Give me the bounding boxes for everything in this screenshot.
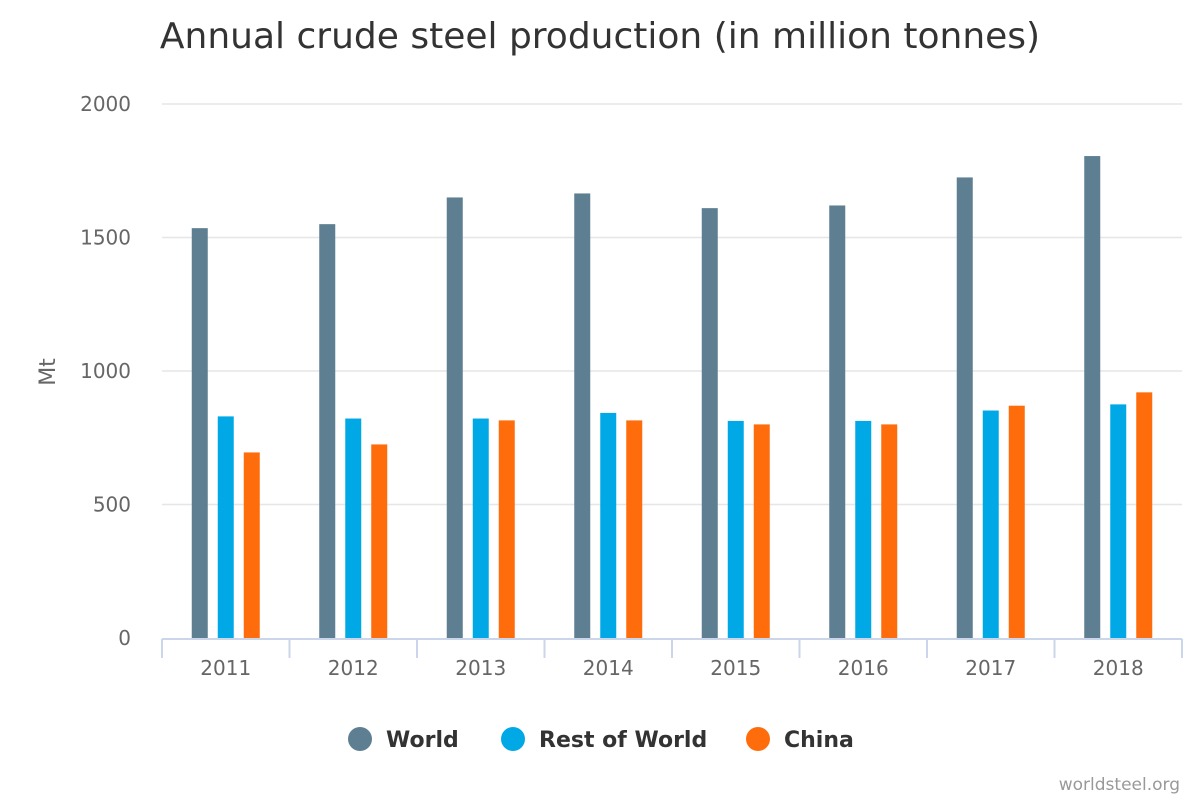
bar-world-2011[interactable] xyxy=(191,228,208,638)
bar-china-2017[interactable] xyxy=(1008,405,1025,638)
y-tick-label: 1000 xyxy=(80,359,131,383)
bar-china-2011[interactable] xyxy=(243,452,260,638)
bar-rest-of-world-2017[interactable] xyxy=(982,410,999,638)
legend-label: China xyxy=(784,728,854,753)
y-axis-label: Mt xyxy=(36,358,61,386)
bar-rest-of-world-2018[interactable] xyxy=(1110,404,1127,638)
bar-china-2013[interactable] xyxy=(498,420,515,638)
bar-rest-of-world-2014[interactable] xyxy=(600,412,617,638)
bar-world-2017[interactable] xyxy=(956,177,973,639)
bar-rest-of-world-2012[interactable] xyxy=(345,418,362,638)
y-tick-label: 1500 xyxy=(80,226,131,250)
legend-item-china[interactable]: China xyxy=(746,727,854,753)
bar-rest-of-world-2011[interactable] xyxy=(217,416,234,638)
bar-china-2016[interactable] xyxy=(881,424,898,638)
x-tick-label: 2012 xyxy=(328,656,379,680)
bar-world-2015[interactable] xyxy=(701,208,718,638)
x-tick-label: 2013 xyxy=(455,656,506,680)
bar-rest-of-world-2013[interactable] xyxy=(472,418,489,638)
y-tick-label: 500 xyxy=(93,493,131,517)
credit-link[interactable]: worldsteel.org xyxy=(1059,775,1180,795)
bar-rest-of-world-2016[interactable] xyxy=(855,420,872,638)
bar-world-2018[interactable] xyxy=(1084,156,1101,638)
x-tick-label: 2017 xyxy=(965,656,1016,680)
bars xyxy=(191,156,1153,639)
x-tick-label: 2014 xyxy=(583,656,634,680)
y-axis: 0 500 1000 1500 2000 xyxy=(80,92,131,650)
x-tick-label: 2015 xyxy=(710,656,761,680)
bar-world-2013[interactable] xyxy=(446,197,463,638)
legend-marker xyxy=(501,727,525,751)
y-tick-label: 2000 xyxy=(80,92,131,116)
bar-china-2012[interactable] xyxy=(371,444,388,638)
legend-marker xyxy=(348,727,372,751)
x-tick-label: 2011 xyxy=(200,656,251,680)
legend-item-world[interactable]: World xyxy=(348,727,459,753)
chart-title: Annual crude steel production (in millio… xyxy=(160,16,1040,57)
bar-rest-of-world-2015[interactable] xyxy=(727,420,744,638)
x-axis: 2011 2012 2013 2014 2015 2016 2017 2018 xyxy=(161,638,1183,680)
bar-china-2014[interactable] xyxy=(626,420,643,638)
bar-world-2016[interactable] xyxy=(829,205,846,638)
bar-world-2014[interactable] xyxy=(574,193,591,638)
legend-marker xyxy=(746,727,770,751)
x-tick-label: 2016 xyxy=(838,656,889,680)
bar-china-2015[interactable] xyxy=(753,424,770,638)
legend-label: World xyxy=(386,728,459,753)
x-tick-label: 2018 xyxy=(1093,656,1144,680)
gridlines xyxy=(162,103,1182,506)
bar-world-2012[interactable] xyxy=(319,224,336,638)
legend: World Rest of World China xyxy=(348,727,854,753)
legend-item-rest-of-world[interactable]: Rest of World xyxy=(501,727,707,753)
bar-china-2018[interactable] xyxy=(1136,392,1153,638)
legend-label: Rest of World xyxy=(539,728,707,753)
y-tick-label: 0 xyxy=(118,626,131,650)
